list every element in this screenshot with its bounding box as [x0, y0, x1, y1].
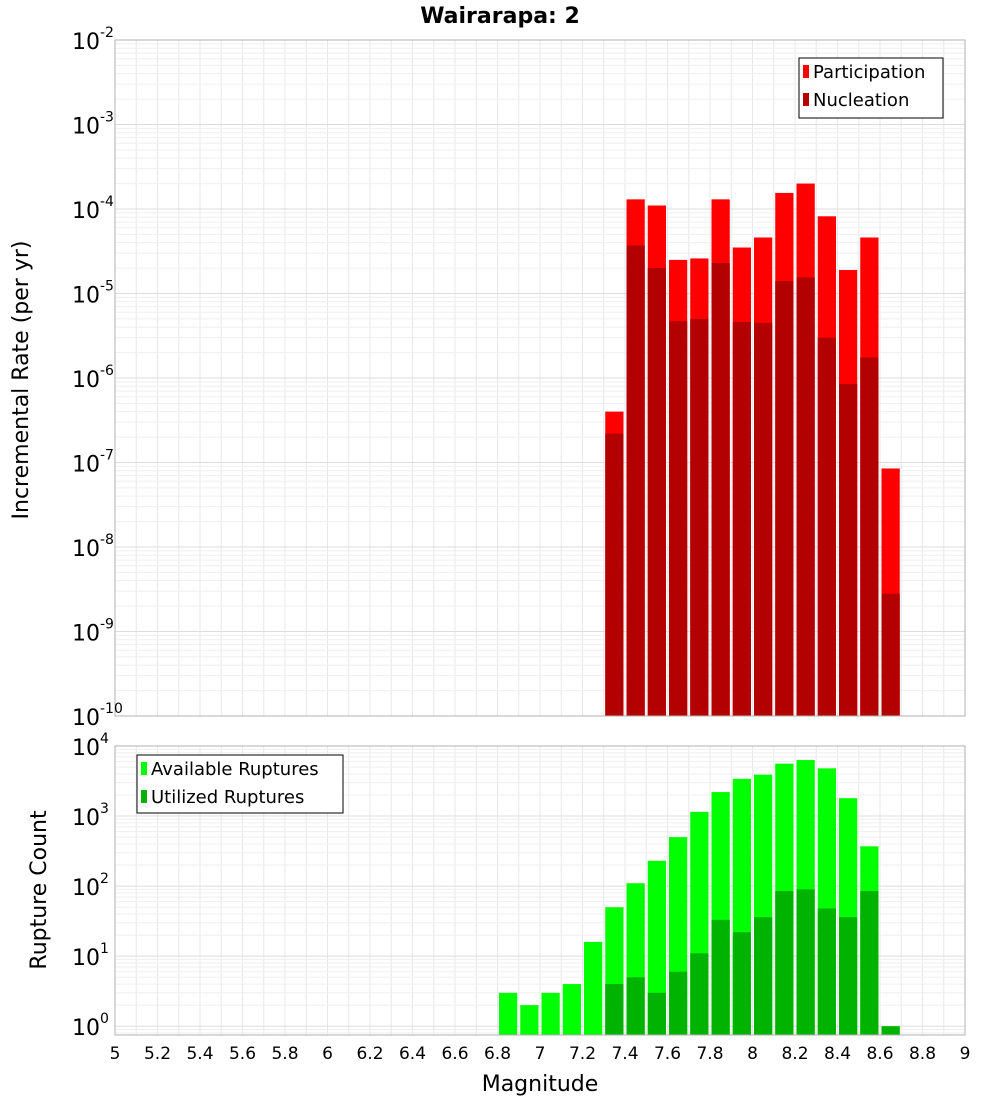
legend-swatch	[141, 790, 147, 803]
x-tick-label: 9	[960, 1044, 971, 1064]
x-tick-label: 5.6	[229, 1044, 256, 1064]
y-tick-label: 10-7	[72, 448, 114, 478]
top-y-axis-label: Incremental Rate (per yr)	[9, 241, 34, 520]
y-tick-label: 10-8	[72, 532, 114, 562]
bar	[881, 1026, 900, 1035]
x-tick-label: 7.6	[654, 1044, 681, 1064]
bar	[817, 908, 836, 1035]
bar	[541, 992, 560, 1035]
y-tick-label: 10-9	[72, 617, 114, 647]
bar	[669, 971, 688, 1035]
bar	[499, 992, 518, 1035]
series-nucleation	[605, 245, 900, 717]
x-tick-label: 8.2	[781, 1044, 808, 1064]
x-tick-label: 6.2	[356, 1044, 383, 1064]
bar	[647, 992, 666, 1035]
bar	[520, 1005, 539, 1035]
x-tick-label: 8.6	[866, 1044, 893, 1064]
grid-0	[114, 40, 966, 717]
plot-panel-1: 100 101 102 103 104 5 5.2 5.4 5.6 5.8 6 6.2 6.4 6.6 6.…	[72, 731, 970, 1064]
bar	[775, 891, 794, 1035]
x-tick-label: 6.8	[484, 1044, 511, 1064]
y-tick-label: 10-4	[72, 194, 114, 224]
x-tick-label: 8.4	[824, 1044, 851, 1064]
legend-box	[136, 754, 344, 814]
legend-swatch	[803, 65, 809, 78]
plot-frame-0	[114, 39, 966, 717]
bar	[839, 917, 858, 1035]
bar	[605, 433, 624, 716]
bar	[817, 337, 836, 716]
bar	[584, 941, 603, 1035]
bar	[690, 318, 709, 716]
legend-label: Participation	[813, 62, 925, 83]
chart-title: Wairarapa: 2	[420, 4, 580, 29]
bar	[796, 889, 815, 1035]
bar	[626, 245, 645, 717]
legend-0: Participation Nucleation	[798, 57, 944, 119]
x-tick-label: 7.8	[696, 1044, 723, 1064]
bar	[732, 932, 751, 1035]
y-tick-label: 100	[72, 1011, 109, 1041]
series-utilized-ruptures	[605, 889, 900, 1035]
x-tick-label: 5.2	[144, 1044, 171, 1064]
x-axis-label: Magnitude	[482, 1072, 599, 1097]
legend-swatch	[803, 93, 809, 106]
y-tick-label: 10-10	[72, 701, 123, 731]
bar	[669, 321, 688, 716]
plot-frame-1	[114, 745, 966, 1036]
x-tick-label: 8.8	[909, 1044, 936, 1064]
bar	[754, 322, 773, 716]
x-tick-label: 7.4	[611, 1044, 638, 1064]
x-tick-label: 5.4	[186, 1044, 213, 1064]
bar	[605, 984, 624, 1035]
legend-swatch	[141, 762, 147, 775]
legend-label: Available Ruptures	[151, 759, 319, 780]
bar	[647, 268, 666, 716]
x-tick-label: 7	[535, 1044, 546, 1064]
bar	[881, 593, 900, 716]
bar	[562, 984, 581, 1035]
bar	[711, 919, 730, 1035]
bar	[711, 262, 730, 716]
bottom-y-axis-label: Rupture Count	[27, 810, 52, 970]
x-tick-label: 5	[110, 1044, 121, 1064]
x-tick-label: 6.4	[399, 1044, 426, 1064]
bar	[860, 891, 879, 1035]
legend-label: Utilized Ruptures	[151, 787, 304, 808]
bar	[732, 321, 751, 716]
bar	[796, 277, 815, 716]
x-tick-label: 6	[322, 1044, 333, 1064]
bar	[839, 383, 858, 716]
legend-1: Available Ruptures Utilized Ruptures	[136, 754, 344, 814]
x-tick-label: 8	[747, 1044, 758, 1064]
legend-label: Nucleation	[813, 90, 909, 111]
bar	[647, 860, 666, 1035]
x-tick-label: 7.2	[569, 1044, 596, 1064]
bar	[754, 917, 773, 1035]
bar	[775, 281, 794, 716]
x-tick-label: 5.8	[271, 1044, 298, 1064]
x-tick-label: 6.6	[441, 1044, 468, 1064]
y-tick-label: 102	[72, 871, 109, 901]
plot-panel-0: 10-10 10-9 10-8 10-7 10-6 10-5 10-4 10-3 10-2 Par…	[72, 25, 966, 731]
y-tick-label: 10-5	[72, 279, 114, 309]
y-tick-label: 10-2	[72, 25, 114, 55]
y-tick-label: 104	[72, 731, 109, 761]
y-tick-label: 101	[72, 941, 109, 971]
y-tick-label: 103	[72, 801, 109, 831]
y-tick-label: 10-6	[72, 363, 114, 393]
bar	[626, 977, 645, 1035]
y-tick-label: 10-3	[72, 110, 114, 140]
bar	[860, 357, 879, 716]
bar	[690, 953, 709, 1035]
legend-box	[798, 57, 944, 119]
